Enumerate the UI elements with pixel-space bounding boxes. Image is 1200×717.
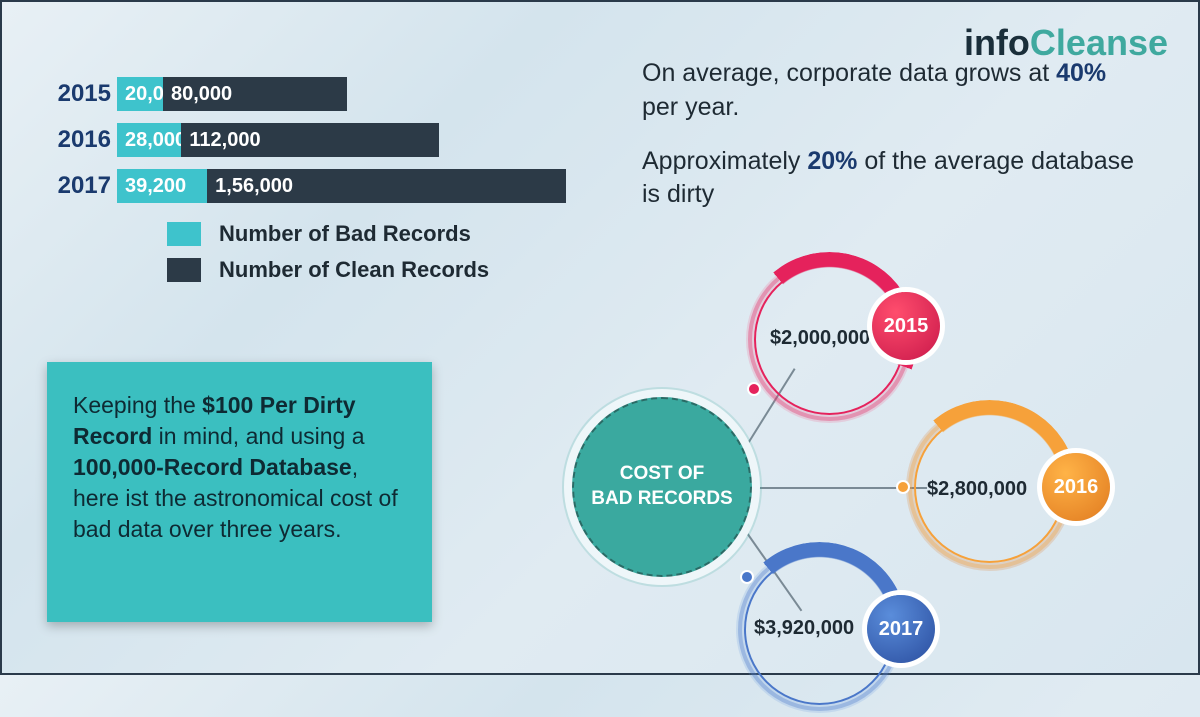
year-2015: 2015	[884, 315, 929, 338]
bar-year-2016: 2016	[47, 126, 117, 154]
legend-bad: Number of Bad Records	[167, 221, 587, 247]
bar-bad-2017: 39,200	[117, 169, 207, 203]
bar-stack-2017: 39,2001,56,000	[117, 169, 566, 203]
bar-bad-2016: 28,000	[117, 123, 181, 157]
bar-clean-2016: 112,000	[181, 123, 439, 157]
bar-row-2015: 201520,00080,000	[47, 77, 587, 111]
legend-bad-label: Number of Bad Records	[219, 221, 471, 247]
fact-growth-text-a: On average, corporate data grows at	[642, 59, 1056, 87]
legend-clean: Number of Clean Records	[167, 257, 587, 283]
bar-stack-2016: 28,000112,000	[117, 123, 439, 157]
chart-legend: Number of Bad Records Number of Clean Re…	[167, 221, 587, 283]
bar-clean-2017: 1,56,000	[207, 169, 566, 203]
amount-2016: $2,800,000	[927, 478, 1027, 501]
facts-block: On average, corporate data grows at 40% …	[642, 57, 1142, 232]
callout-b2: 100,000-Record Database	[73, 454, 352, 480]
callout-t1: Keeping the	[73, 392, 202, 418]
bar-clean-2015: 80,000	[163, 77, 347, 111]
fact-dirty-text-a: Approximately	[642, 147, 807, 175]
dot-2016	[896, 480, 910, 494]
cost-diagram: COST OF BAD RECORDS $2,000,000 2015 $2,8…	[532, 227, 1172, 647]
bar-row-2016: 201628,000112,000	[47, 123, 587, 157]
callout-t2: in mind, and using a	[152, 423, 364, 449]
bar-year-2017: 2017	[47, 172, 117, 200]
year-badge-2017: 2017	[867, 595, 935, 663]
legend-clean-label: Number of Clean Records	[219, 257, 489, 283]
fact-growth-pct: 40%	[1056, 59, 1106, 87]
fact-dirty-pct: 20%	[807, 147, 857, 175]
dot-2015	[747, 382, 761, 396]
year-2016: 2016	[1054, 476, 1099, 499]
spoke-2015: $2,000,000 2015	[742, 252, 917, 427]
year-badge-2016: 2016	[1042, 453, 1110, 521]
spoke-2017: $3,920,000 2017	[732, 542, 907, 717]
fact-growth-text-b: per year.	[642, 93, 739, 121]
bar-row-2017: 201739,2001,56,000	[47, 169, 587, 203]
year-2017: 2017	[879, 618, 924, 641]
year-badge-2015: 2015	[872, 292, 940, 360]
dot-2017	[740, 570, 754, 584]
diagram-hub: COST OF BAD RECORDS	[572, 397, 752, 577]
amount-2017: $3,920,000	[754, 617, 854, 640]
bar-bad-2015: 20,000	[117, 77, 163, 111]
records-bar-chart: 201520,00080,000201628,000112,000201739,…	[47, 77, 587, 293]
bar-stack-2015: 20,00080,000	[117, 77, 347, 111]
hub-label: COST OF BAD RECORDS	[591, 462, 732, 511]
legend-swatch-bad	[167, 222, 201, 246]
amount-2015: $2,000,000	[770, 327, 870, 350]
callout-box: Keeping the $100 Per Dirty Record in min…	[47, 362, 432, 622]
bar-year-2015: 2015	[47, 80, 117, 108]
fact-dirty: Approximately 20% of the average databas…	[642, 145, 1142, 213]
fact-growth: On average, corporate data grows at 40% …	[642, 57, 1142, 125]
legend-swatch-clean	[167, 258, 201, 282]
spoke-2016: $2,800,000 2016	[902, 400, 1077, 575]
